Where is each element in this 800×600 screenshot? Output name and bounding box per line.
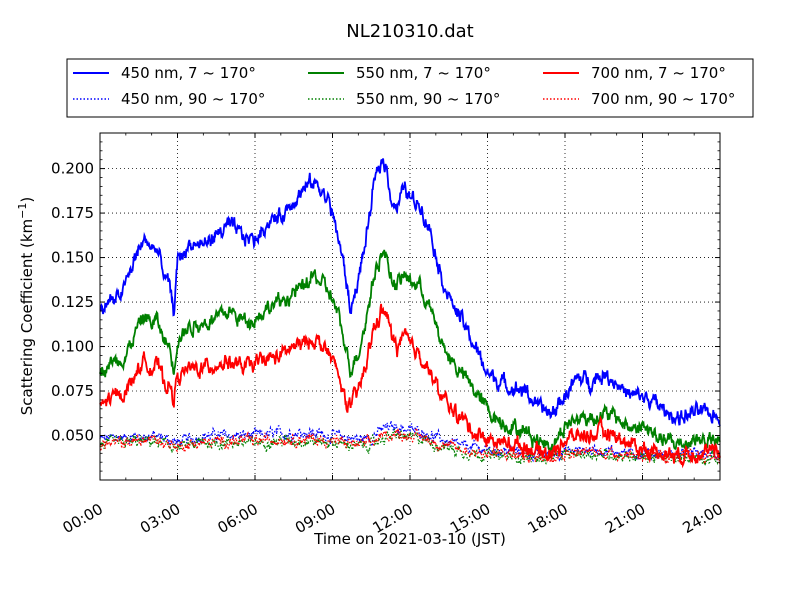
legend-entry-label: 450 nm, 90 ~ 170° (121, 90, 265, 108)
chart-title: NL210310.dat (346, 21, 473, 42)
legend-entry-label: 550 nm, 7 ~ 170° (356, 64, 491, 82)
y-tick-label: 0.200 (51, 160, 94, 178)
plot-area (99, 158, 721, 469)
y-tick-label: 0.150 (51, 249, 94, 267)
series-line (99, 303, 721, 469)
y-axis-label: Scattering Coefficient (km−1) (16, 197, 36, 416)
series-line (99, 428, 721, 466)
y-axis-label-exponent: −1 (16, 203, 29, 219)
y-axis: 0.050 0.075 0.100 0.125 0.150 0.175 0.200 (51, 141, 720, 472)
legend: 450 nm, 7 ~ 170° 450 nm, 90 ~ 170° 550 nm,… (66, 58, 754, 118)
legend-box (66, 58, 754, 118)
legend-entry-label: 550 nm, 90 ~ 170° (356, 90, 500, 108)
legend-entry-label: 450 nm, 7 ~ 170° (121, 64, 256, 82)
y-tick-label: 0.125 (51, 293, 94, 311)
y-tick-label: 0.175 (51, 204, 94, 222)
series-line (99, 420, 721, 463)
legend-entry-label: 700 nm, 7 ~ 170° (591, 64, 726, 82)
y-tick-label: 0.100 (51, 338, 94, 356)
grid (100, 133, 720, 480)
x-axis-label: Time on 2021-03-10 (JST) (313, 530, 506, 548)
y-axis-label-main: Scattering Coefficient (km (18, 219, 36, 415)
series-line (99, 249, 721, 454)
y-axis-label-close: ) (18, 197, 36, 203)
legend-entry-label: 700 nm, 90 ~ 170° (591, 90, 735, 108)
series-line (99, 427, 721, 466)
series-line (99, 158, 721, 427)
y-tick-label: 0.075 (51, 382, 94, 400)
y-tick-label: 0.050 (51, 427, 94, 445)
